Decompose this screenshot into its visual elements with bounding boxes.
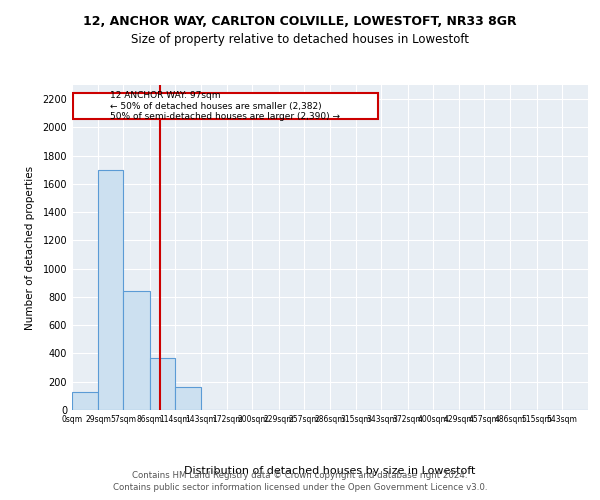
Text: Contains public sector information licensed under the Open Government Licence v3: Contains public sector information licen… [113,484,487,492]
Bar [98,170,124,410]
Bar [72,392,98,410]
Text: Size of property relative to detached houses in Lowestoft: Size of property relative to detached ho… [131,32,469,46]
Text: 12 ANCHOR WAY: 97sqm
← 50% of detached houses are smaller (2,382)
50% of semi-de: 12 ANCHOR WAY: 97sqm ← 50% of detached h… [110,92,340,121]
Text: Contains HM Land Registry data © Crown copyright and database right 2024.: Contains HM Land Registry data © Crown c… [132,471,468,480]
X-axis label: Distribution of detached houses by size in Lowestoft: Distribution of detached houses by size … [184,466,476,475]
Bar [73,94,378,119]
Bar [175,388,201,410]
Y-axis label: Number of detached properties: Number of detached properties [25,166,35,330]
Bar [124,292,149,410]
Bar [149,358,175,410]
Text: 12, ANCHOR WAY, CARLTON COLVILLE, LOWESTOFT, NR33 8GR: 12, ANCHOR WAY, CARLTON COLVILLE, LOWEST… [83,15,517,28]
